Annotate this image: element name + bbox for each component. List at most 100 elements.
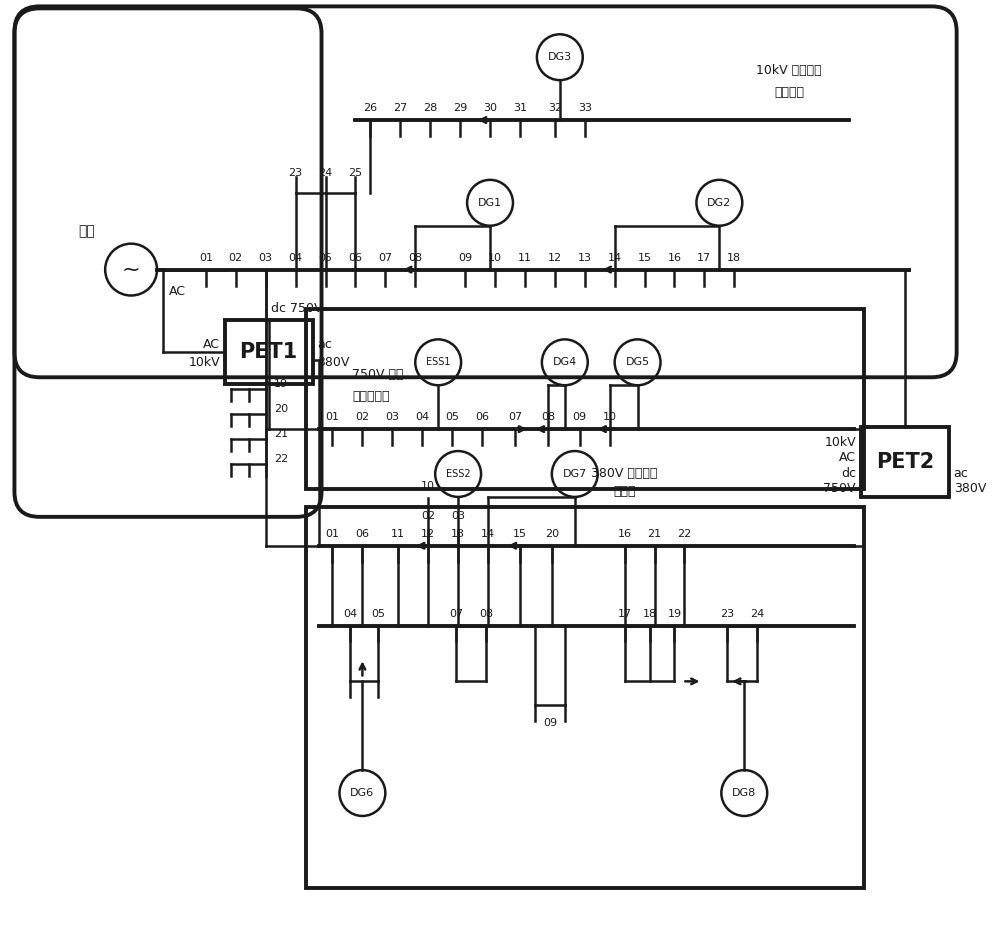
Text: 07: 07 — [508, 412, 522, 422]
Text: DG2: DG2 — [707, 198, 731, 207]
Text: 09: 09 — [458, 252, 472, 262]
Text: 21: 21 — [274, 429, 288, 439]
Text: 20: 20 — [545, 529, 559, 539]
Text: 08: 08 — [541, 412, 555, 422]
Text: 10: 10 — [488, 252, 502, 262]
Text: 02: 02 — [229, 252, 243, 262]
Text: 17: 17 — [697, 252, 711, 262]
Text: 06: 06 — [355, 529, 369, 539]
Text: 配电网: 配电网 — [613, 486, 636, 499]
Text: 06: 06 — [348, 252, 362, 262]
Text: 380V: 380V — [954, 483, 986, 495]
Text: AC: AC — [169, 285, 186, 298]
Text: 32: 32 — [548, 103, 562, 113]
Text: 09: 09 — [543, 718, 557, 729]
Text: 03: 03 — [259, 252, 273, 262]
Text: 20: 20 — [274, 404, 288, 414]
Text: 14: 14 — [608, 252, 622, 262]
Text: 12: 12 — [421, 529, 435, 539]
Text: 19: 19 — [667, 609, 682, 618]
Text: 08: 08 — [479, 609, 493, 618]
Text: ~: ~ — [122, 260, 140, 279]
Text: 380V: 380V — [318, 356, 350, 369]
Text: 33: 33 — [578, 103, 592, 113]
Text: PET2: PET2 — [876, 452, 934, 472]
Text: 23: 23 — [720, 609, 734, 618]
Text: 750V 低压: 750V 低压 — [352, 368, 404, 381]
Text: DG1: DG1 — [478, 198, 502, 207]
Text: 10kV: 10kV — [824, 435, 856, 448]
Text: 23: 23 — [289, 168, 303, 177]
Text: 28: 28 — [423, 103, 437, 113]
Text: 29: 29 — [453, 103, 467, 113]
Text: 07: 07 — [378, 252, 392, 262]
Text: ESS2: ESS2 — [446, 469, 470, 479]
Text: 380V 低压交流: 380V 低压交流 — [591, 468, 658, 480]
Text: DG3: DG3 — [548, 52, 572, 63]
Text: 06: 06 — [475, 412, 489, 422]
Text: 01: 01 — [325, 529, 339, 539]
Text: 22: 22 — [677, 529, 692, 539]
Text: 10kV 高压交流: 10kV 高压交流 — [756, 64, 822, 77]
Text: 15: 15 — [638, 252, 652, 262]
Text: 10: 10 — [603, 412, 617, 422]
Text: 24: 24 — [750, 609, 764, 618]
Text: 04: 04 — [415, 412, 429, 422]
Text: 主网: 主网 — [78, 225, 95, 239]
Text: dc: dc — [841, 468, 856, 480]
Text: DG5: DG5 — [626, 358, 650, 367]
Bar — [861, 427, 949, 497]
Text: 13: 13 — [578, 252, 592, 262]
Text: 19: 19 — [274, 379, 288, 389]
Text: DG4: DG4 — [553, 358, 577, 367]
Text: ac: ac — [318, 338, 332, 351]
Text: AC: AC — [203, 338, 220, 351]
Text: 02: 02 — [355, 412, 369, 422]
Text: 流配电网: 流配电网 — [774, 86, 804, 99]
Text: 31: 31 — [513, 103, 527, 113]
Text: 24: 24 — [318, 168, 333, 177]
Text: ESS1: ESS1 — [426, 358, 450, 367]
Text: 04: 04 — [343, 609, 358, 618]
Text: 11: 11 — [518, 252, 532, 262]
Text: 02: 02 — [421, 511, 435, 521]
Text: 25: 25 — [348, 168, 362, 177]
Text: DG6: DG6 — [350, 788, 374, 798]
Text: 10kV: 10kV — [188, 356, 220, 369]
Text: 22: 22 — [274, 454, 288, 464]
Text: DG8: DG8 — [732, 788, 756, 798]
Text: 03: 03 — [385, 412, 399, 422]
Text: 05: 05 — [445, 412, 459, 422]
Text: 直流配电网: 直流配电网 — [352, 389, 390, 403]
Text: PET1: PET1 — [240, 343, 298, 362]
Text: 17: 17 — [618, 609, 632, 618]
Text: 08: 08 — [408, 252, 422, 262]
Text: 18: 18 — [642, 609, 657, 618]
Text: 04: 04 — [289, 252, 303, 262]
Text: 09: 09 — [573, 412, 587, 422]
Text: 03: 03 — [451, 511, 465, 521]
Text: 750V: 750V — [823, 483, 856, 495]
Text: 18: 18 — [727, 252, 741, 262]
Text: 30: 30 — [483, 103, 497, 113]
Text: 26: 26 — [363, 103, 377, 113]
Text: 01: 01 — [325, 412, 339, 422]
Text: 10: 10 — [421, 481, 435, 491]
Text: 05: 05 — [371, 609, 385, 618]
Text: 11: 11 — [391, 529, 405, 539]
Text: 21: 21 — [647, 529, 662, 539]
Text: 12: 12 — [548, 252, 562, 262]
Text: ac: ac — [954, 468, 968, 480]
Bar — [225, 320, 313, 384]
Text: 13: 13 — [451, 529, 465, 539]
Text: 15: 15 — [513, 529, 527, 539]
Text: 01: 01 — [199, 252, 213, 262]
Text: DG7: DG7 — [563, 469, 587, 479]
Text: dc 750V: dc 750V — [271, 302, 322, 315]
Text: 14: 14 — [481, 529, 495, 539]
Text: 16: 16 — [618, 529, 632, 539]
Text: 07: 07 — [449, 609, 463, 618]
Text: AC: AC — [839, 450, 856, 463]
Text: 05: 05 — [319, 252, 333, 262]
Text: 27: 27 — [393, 103, 407, 113]
